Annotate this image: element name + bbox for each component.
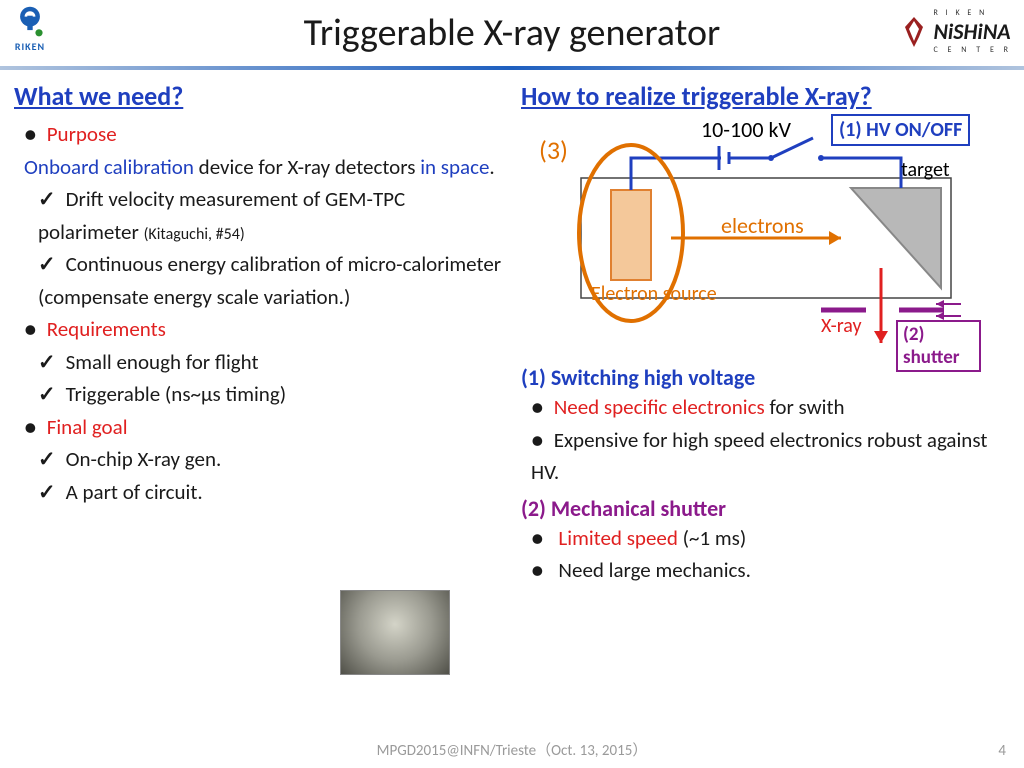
method2-title: (2) Mechanical shutter bbox=[521, 495, 1010, 522]
left-heading: What we need? bbox=[14, 80, 503, 112]
shutter-label: (2) shutter bbox=[896, 320, 981, 372]
xray-label: X-ray bbox=[821, 314, 862, 338]
li-circuit: A part of circuit. bbox=[24, 476, 503, 509]
nishina-top: R I K E N bbox=[933, 8, 1012, 18]
right-heading: How to realize triggerable X-ray? bbox=[521, 80, 1010, 112]
electrons-label: electrons bbox=[721, 212, 804, 239]
method1-item1: Need specific electronics for swith bbox=[531, 391, 1010, 424]
hv-onoff-label: (1) HV ON/OFF bbox=[831, 114, 970, 146]
target-label: target bbox=[901, 158, 950, 182]
li-onboard: Onboard calibration device for X-ray det… bbox=[24, 151, 503, 184]
slide-title: Triggerable X-ray generator bbox=[304, 10, 721, 56]
left-list: Purpose Onboard calibration device for X… bbox=[14, 118, 503, 509]
right-column: How to realize triggerable X-ray? bbox=[521, 80, 1010, 720]
footer-text: MPGD2015@INFN/Trieste（Oct. 13, 2015） bbox=[0, 739, 1024, 760]
li-triggerable: Triggerable (ns~μs timing) bbox=[24, 378, 503, 411]
method-1: (1) Switching high voltage Need specific… bbox=[521, 364, 1010, 489]
nishina-main: NiSHiNA bbox=[933, 18, 1012, 45]
li-onchip: On-chip X-ray gen. bbox=[24, 443, 503, 476]
riken-logo-text: RIKEN bbox=[15, 40, 45, 53]
nishina-bottom: C E N T E R bbox=[933, 45, 1012, 55]
xray-diagram: 10-100 kV (1) HV ON/OFF target electrons… bbox=[521, 118, 981, 348]
li-purpose: Purpose bbox=[47, 121, 117, 147]
li-requirements: Requirements bbox=[47, 316, 166, 342]
li-small: Small enough for flight bbox=[24, 346, 503, 379]
li-finalgoal: Final goal bbox=[47, 414, 128, 440]
slide-content: What we need? Purpose Onboard calibratio… bbox=[0, 70, 1024, 720]
method2-item2: Need large mechanics. bbox=[531, 554, 1010, 587]
marker-3: (3) bbox=[539, 134, 568, 166]
method1-item2: Expensive for high speed electronics rob… bbox=[531, 424, 1010, 489]
nishina-logo: R I K E N NiSHiNA C E N T E R bbox=[899, 8, 1012, 55]
li-continuous: Continuous energy calibration of micro-c… bbox=[24, 248, 503, 313]
method-2: (2) Mechanical shutter Limited speed (~1… bbox=[521, 495, 1010, 587]
slide-header: RIKEN Triggerable X-ray generator R I K … bbox=[0, 0, 1024, 70]
riken-logo: RIKEN bbox=[12, 4, 48, 53]
voltage-label: 10-100 kV bbox=[701, 116, 791, 143]
page-number: 4 bbox=[998, 742, 1006, 760]
chip-photo bbox=[340, 590, 450, 675]
method2-item1: Limited speed (~1 ms) bbox=[531, 522, 1010, 555]
electron-source-label: Electron source bbox=[591, 283, 717, 305]
li-drift: Drift velocity measurement of GEM-TPC po… bbox=[24, 183, 503, 248]
